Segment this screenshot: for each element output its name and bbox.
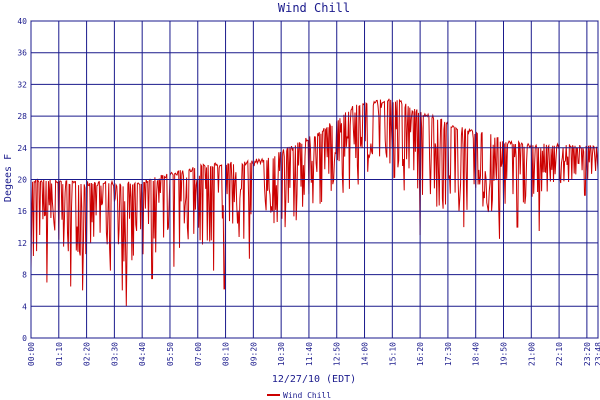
x-tick-label: 09:20: [249, 342, 258, 366]
x-tick-label: 10:30: [277, 342, 286, 366]
x-tick-label: 01:10: [55, 342, 64, 366]
y-axis-ticks: 0 4 8 12 16 20 24 28 32 36 40: [17, 17, 27, 343]
y-tick-label: 12: [17, 239, 27, 248]
x-tick-label: 19:50: [500, 342, 509, 366]
x-tick-label: 23:20: [583, 342, 592, 366]
y-axis-label: Degees F: [3, 154, 14, 202]
y-tick-label: 8: [22, 271, 27, 280]
x-tick-label: 04:40: [138, 342, 147, 366]
grid: [30, 20, 599, 339]
x-tick-label: 21:00: [527, 342, 536, 366]
y-tick-label: 40: [17, 17, 27, 26]
x-tick-label: 11:40: [305, 342, 314, 366]
x-axis-ticks: 00:00 01:10 02:20 03:30 04:40 05:50 07:00 08:10…: [27, 342, 600, 366]
x-tick-label: 05:50: [166, 342, 175, 366]
x-tick-label: 14:00: [361, 342, 370, 366]
x-tick-label: 23:48: [594, 342, 600, 366]
x-tick-label: 22:10: [555, 342, 564, 366]
y-tick-label: 32: [17, 80, 27, 89]
y-tick-label: 28: [17, 112, 27, 121]
x-axis-label: 12/27/10 (EDT): [272, 374, 356, 385]
x-tick-label: 03:30: [110, 342, 119, 366]
legend-label-wind-chill: Wind Chill: [283, 391, 331, 400]
x-tick-label: 00:00: [27, 342, 36, 366]
x-tick-label: 18:40: [472, 342, 481, 366]
y-tick-label: 24: [17, 144, 27, 153]
y-tick-label: 20: [17, 176, 27, 185]
y-tick-label: 4: [22, 302, 27, 311]
x-tick-label: 02:20: [83, 342, 92, 366]
x-tick-label: 07:00: [194, 342, 203, 366]
x-tick-label: 08:10: [222, 342, 231, 366]
y-tick-label: 36: [17, 49, 27, 58]
y-tick-label: 16: [17, 207, 27, 216]
x-tick-label: 17:30: [444, 342, 453, 366]
x-tick-label: 16:20: [416, 342, 425, 366]
chart-title: Wind Chill: [278, 1, 350, 15]
legend: Wind Chill: [267, 391, 331, 400]
x-tick-label: 15:10: [388, 342, 397, 366]
x-tick-label: 12:50: [333, 342, 342, 366]
y-tick-label: 0: [22, 334, 27, 343]
